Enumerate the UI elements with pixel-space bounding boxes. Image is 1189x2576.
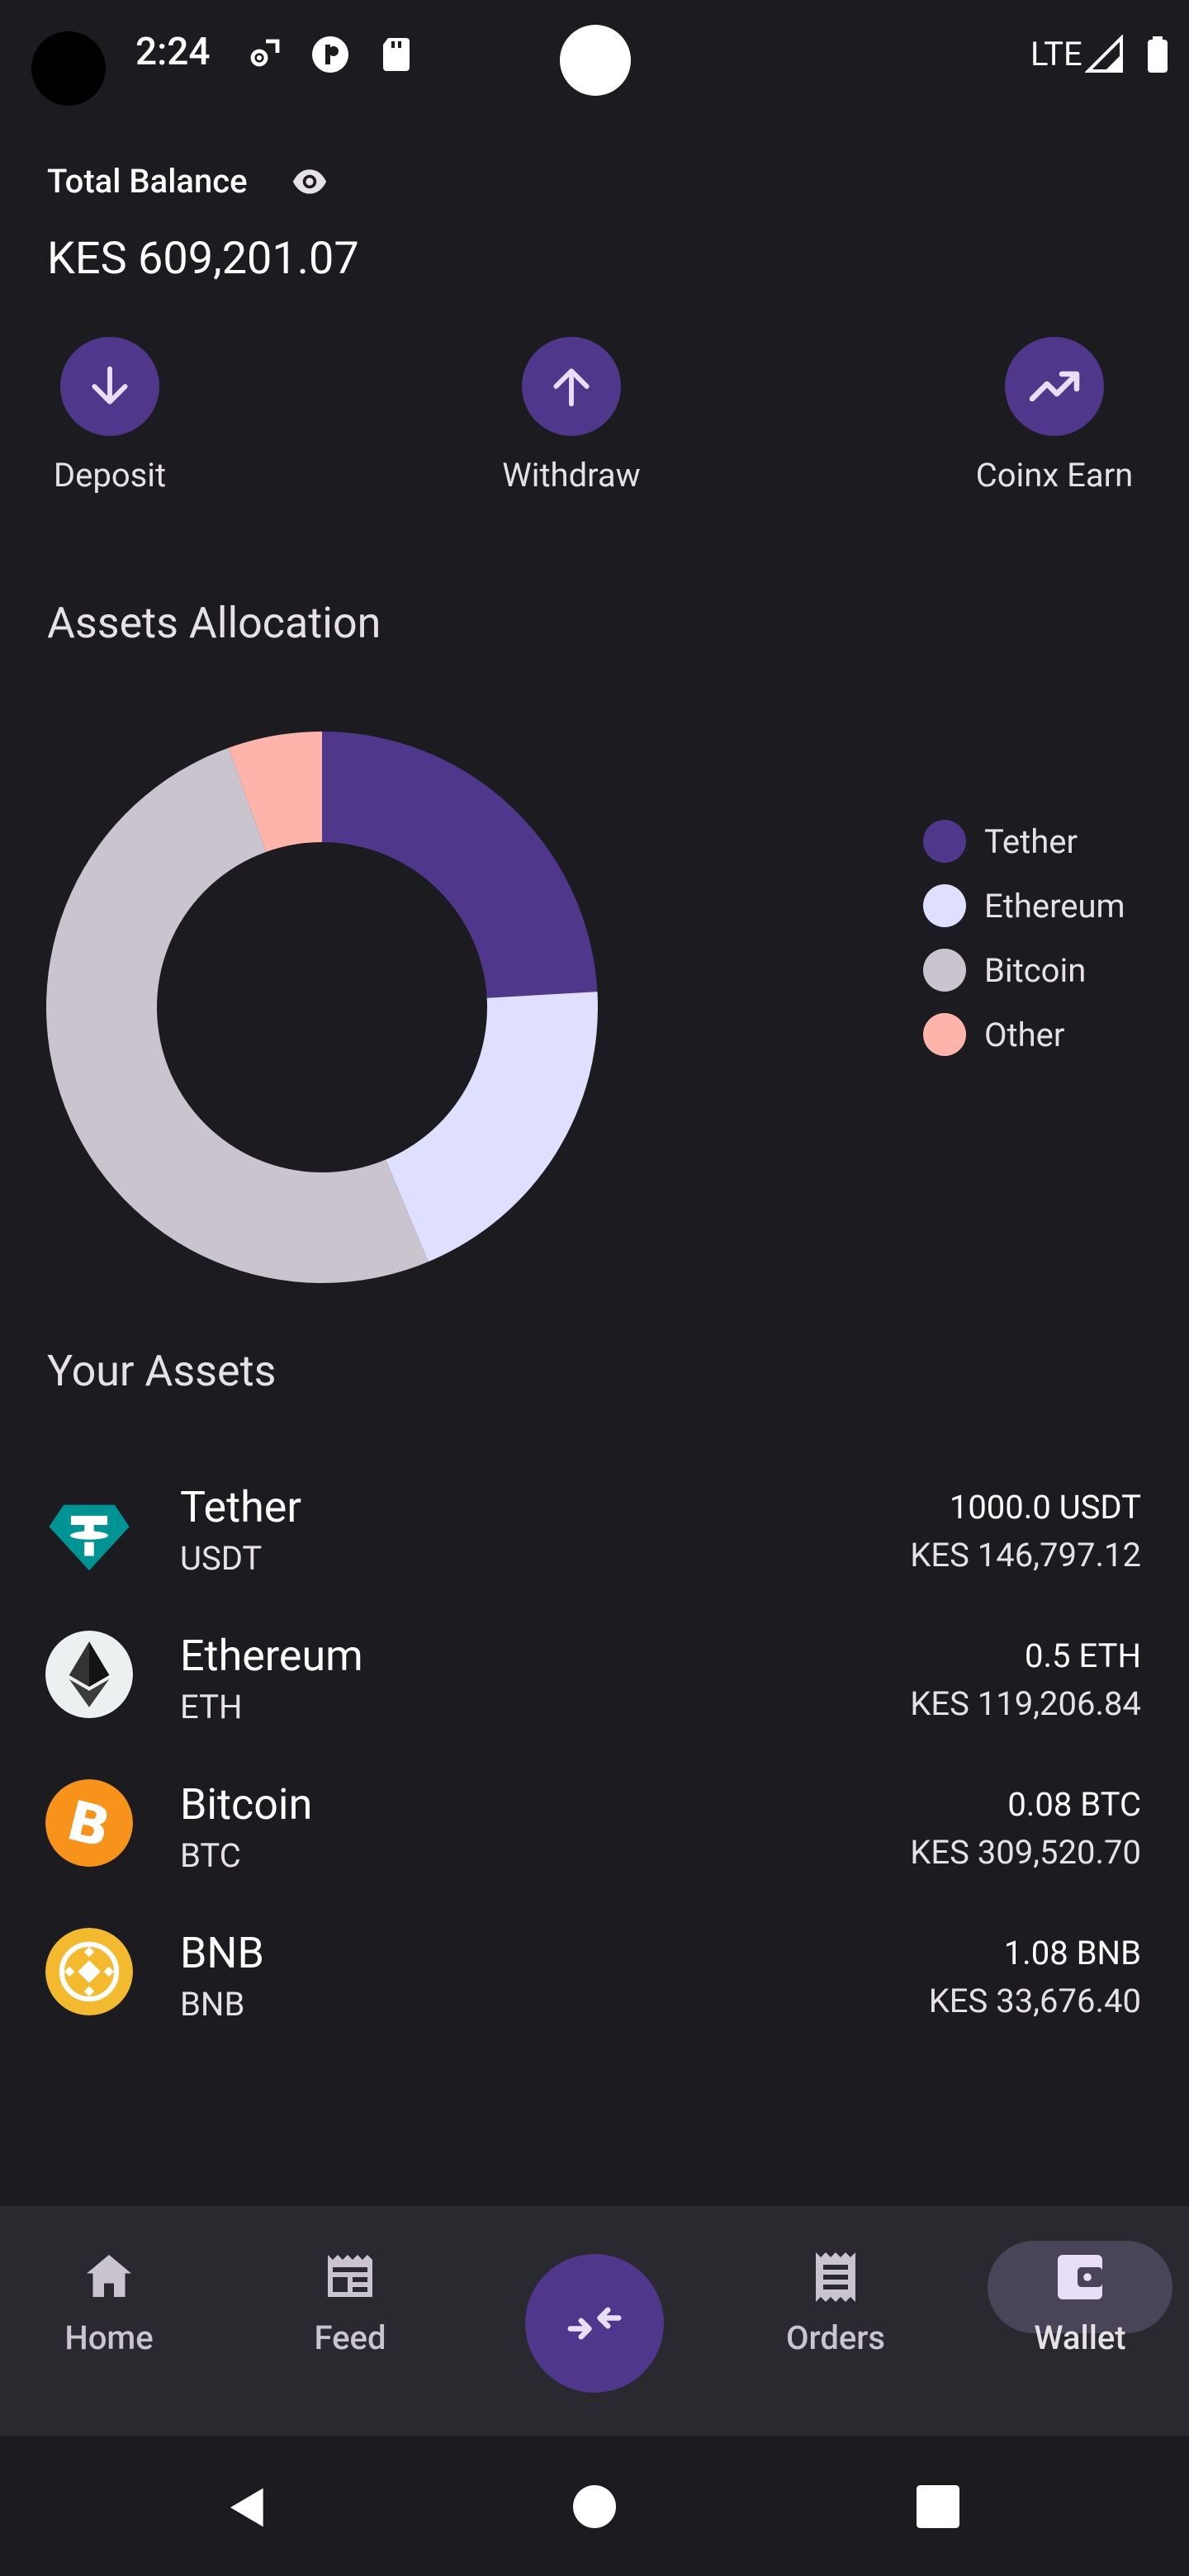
asset-kes-value: KES 146,797.12 [910,1536,1141,1574]
asset-row-bnb[interactable]: BNB BNB 1.08 BNB KES 33,676.40 [0,1915,1189,2048]
asset-row-ethereum[interactable]: Ethereum ETH 0.5 ETH KES 119,206.84 [0,1618,1189,1750]
home-icon [87,2255,131,2297]
legend-swatch [923,1013,966,1056]
asset-kes-value: KES 119,206.84 [910,1684,1141,1723]
legend-item-other: Other [923,1011,1064,1058]
asset-amount: 1.08 BNB [1003,1934,1141,1972]
coinx-earn-button[interactable] [1005,337,1104,436]
asset-symbol: BTC [180,1836,241,1875]
legend-label: Ethereum [984,886,1125,926]
back-icon[interactable] [225,2482,271,2533]
legend-swatch [923,949,966,992]
ethereum-icon [45,1631,133,1718]
system-navigation-bar [0,2436,1189,2576]
donut-slice-bitcoin [45,747,429,1283]
total-balance-value: KES 609,201.07 [47,233,359,285]
asset-name: Ethereum [180,1631,363,1681]
asset-name: BNB [180,1928,264,1978]
status-time: 2:24 [135,30,211,74]
legend-label: Other [984,1015,1065,1054]
deposit-button[interactable] [60,337,159,436]
nav-label: Feed [314,2318,386,2357]
nav-item-home[interactable]: Home [25,2206,193,2436]
legend-swatch [923,820,966,863]
front-camera-dot [560,25,631,96]
status-bar: 2:24 LTE [0,0,1189,116]
asset-name: Bitcoin [180,1779,313,1830]
asset-symbol: ETH [180,1688,243,1726]
nav-label: Wallet [1034,2318,1126,2357]
withdraw-button[interactable] [522,337,621,436]
tether-icon [49,1504,130,1571]
asset-row-tether[interactable]: Tether USDT 1000.0 USDT KES 146,797.12 [0,1470,1189,1602]
asset-amount: 0.08 BTC [1007,1785,1141,1824]
receipt-icon [816,2252,855,2302]
donut-slice-tether [322,732,598,998]
settings-sync-icon [250,39,280,67]
nav-label: Orders [785,2318,886,2357]
arrow-down-icon [92,366,128,405]
nav-item-orders[interactable]: Orders [751,2206,920,2436]
home-circle-icon[interactable] [573,2485,616,2528]
asset-symbol: BNB [180,1985,245,2024]
asset-kes-value: KES 33,676.40 [928,1982,1141,2020]
asset-symbol: USDT [180,1539,263,1578]
asset-amount: 1000.0 USDT [949,1488,1141,1527]
trending-up-icon [1029,371,1080,402]
legend-label: Bitcoin [984,950,1087,990]
recents-icon[interactable] [917,2485,959,2528]
asset-row-bitcoin[interactable]: B Bitcoin BTC 0.08 BTC KES 309,520.70 [0,1767,1189,1899]
legend-label: Tether [984,822,1078,861]
allocation-donut-chart [45,732,598,1283]
total-balance-label: Total Balance [47,162,248,201]
app-circle-icon [312,36,348,73]
nav-item-wallet[interactable]: Wallet [996,2206,1164,2436]
bitcoin-icon: B [45,1779,133,1867]
assets-allocation-title: Assets Allocation [47,598,381,648]
swap-icon [567,2307,622,2340]
wallet-icon [1058,2255,1102,2299]
signal-icon [1085,35,1123,73]
legend-item-bitcoin: Bitcoin [923,947,1086,993]
deposit-label[interactable]: Deposit [53,456,167,495]
eye-icon[interactable] [289,163,330,200]
donut-slice-ethereum [386,992,598,1262]
donut-slice-other [228,732,322,852]
arrow-up-icon [553,368,590,407]
network-label: LTE [1030,35,1082,73]
swap-button[interactable] [525,2254,664,2393]
asset-kes-value: KES 309,520.70 [910,1833,1141,1872]
nav-item-feed[interactable]: Feed [266,2206,434,2436]
nav-label: Home [64,2318,154,2357]
sd-card-icon [383,38,410,71]
asset-name: Tether [180,1482,301,1532]
bnb-icon [45,1928,133,2015]
withdraw-label[interactable]: Withdraw [502,456,641,495]
feed-icon [328,2255,372,2297]
legend-item-ethereum: Ethereum [923,883,1125,929]
camera-cutout [31,31,106,106]
legend-swatch [923,884,966,927]
coinx-earn-label[interactable]: Coinx Earn [975,456,1134,495]
legend-item-tether: Tether [923,818,1078,864]
your-assets-title: Your Assets [47,1346,277,1396]
asset-amount: 0.5 ETH [1025,1636,1141,1675]
battery-icon [1148,36,1168,73]
